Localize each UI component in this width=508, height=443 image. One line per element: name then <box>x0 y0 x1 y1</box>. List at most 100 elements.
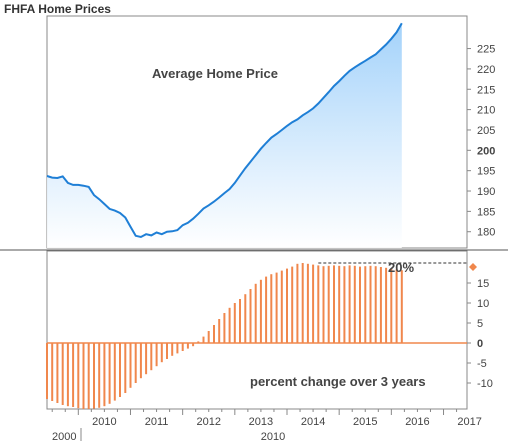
bar <box>364 266 367 343</box>
bar <box>61 343 64 405</box>
change-y-tick-label: 5 <box>477 318 483 330</box>
bar <box>338 265 341 343</box>
x-tick-label: 2015 <box>353 416 377 428</box>
price-y-tick-label: 195 <box>477 166 495 178</box>
bar <box>181 343 184 351</box>
x-tick-label: 2011 <box>145 416 169 428</box>
bar <box>213 325 215 343</box>
bar <box>359 266 361 343</box>
bar <box>275 272 278 343</box>
bar <box>166 343 168 359</box>
bar <box>286 268 288 343</box>
bar <box>348 265 351 343</box>
price-y-tick-label: 205 <box>477 125 495 137</box>
bar <box>82 343 85 409</box>
bar <box>385 267 388 343</box>
bar <box>160 343 163 363</box>
bar <box>265 276 268 343</box>
price-y-tick-label: 215 <box>477 84 495 96</box>
x-tick-label: 2014 <box>301 416 325 428</box>
bar <box>218 319 221 343</box>
bar <box>390 268 393 343</box>
era-label: 2000 <box>52 431 76 443</box>
bar <box>353 265 356 343</box>
price-line <box>46 22 403 239</box>
bar <box>129 343 132 388</box>
change-panel-frame <box>46 250 468 410</box>
change-annotation: percent change over 3 years <box>250 374 426 389</box>
bar <box>98 343 101 408</box>
bar <box>239 299 241 343</box>
bar <box>317 265 320 343</box>
x-tick-label: 2017 <box>457 416 481 428</box>
bar <box>72 343 75 407</box>
price-y-tick-label: 220 <box>477 64 495 76</box>
bar <box>327 265 330 343</box>
bar <box>51 343 54 401</box>
bar <box>400 270 403 343</box>
bar <box>369 265 372 343</box>
bar <box>228 307 231 343</box>
current-value-marker <box>469 263 477 271</box>
price-y-tick-label: 225 <box>477 44 495 56</box>
bar <box>119 343 121 397</box>
bar <box>139 343 142 379</box>
price-y-tick-label: 190 <box>477 186 495 198</box>
x-tick-label: 2012 <box>196 416 220 428</box>
bar <box>207 331 210 343</box>
bar <box>192 343 195 347</box>
bar <box>113 343 116 401</box>
x-tick-label: 2013 <box>249 416 273 428</box>
bar <box>291 266 294 343</box>
bar <box>379 267 382 343</box>
bar <box>176 343 179 354</box>
percent-change-bars <box>46 262 477 409</box>
bar <box>254 283 257 343</box>
bar <box>374 266 377 343</box>
bar <box>233 303 236 343</box>
bar <box>322 266 325 343</box>
bar <box>93 343 95 409</box>
price-y-tick-label: 185 <box>477 206 495 218</box>
price-area-fill <box>47 23 402 248</box>
bar <box>186 343 189 349</box>
bar <box>312 264 315 343</box>
price-y-tick-label: 200 <box>477 145 495 157</box>
bar <box>333 265 335 343</box>
bar <box>46 343 48 399</box>
bar <box>301 263 304 343</box>
x-tick-label: 2016 <box>405 416 429 428</box>
price-y-tick-label: 210 <box>477 105 495 117</box>
bar <box>202 336 205 343</box>
bar <box>66 343 69 407</box>
bar <box>87 343 90 409</box>
era-label: 2010 <box>261 431 285 443</box>
bar <box>56 343 59 403</box>
chart-title: FHFA Home Prices <box>4 2 111 16</box>
axes: 180 185 190 195 200 205 210 215 220 225 -10 -5 0 5 10 1… <box>51 44 495 443</box>
bar <box>270 274 273 343</box>
bar <box>280 270 283 343</box>
bar <box>145 343 148 375</box>
x-tick-label: 2010 <box>92 416 116 428</box>
change-y-tick-label: -5 <box>477 358 487 370</box>
bar <box>108 343 111 404</box>
bar <box>171 343 174 356</box>
change-y-tick-label: 0 <box>477 338 483 350</box>
change-y-tick-label: 10 <box>477 298 489 310</box>
price-area-series <box>46 22 403 248</box>
bar <box>296 263 299 343</box>
bar <box>343 266 346 343</box>
bar <box>150 343 153 371</box>
bar <box>249 289 252 343</box>
price-y-tick-label: 180 <box>477 227 495 239</box>
bar <box>103 343 106 407</box>
bar <box>244 294 247 343</box>
bar <box>306 263 309 343</box>
change-y-tick-label: 15 <box>477 278 489 290</box>
reference-label: 20% <box>388 260 414 275</box>
bar <box>77 343 80 409</box>
bar <box>134 343 137 383</box>
change-y-tick-label: -10 <box>477 378 493 390</box>
